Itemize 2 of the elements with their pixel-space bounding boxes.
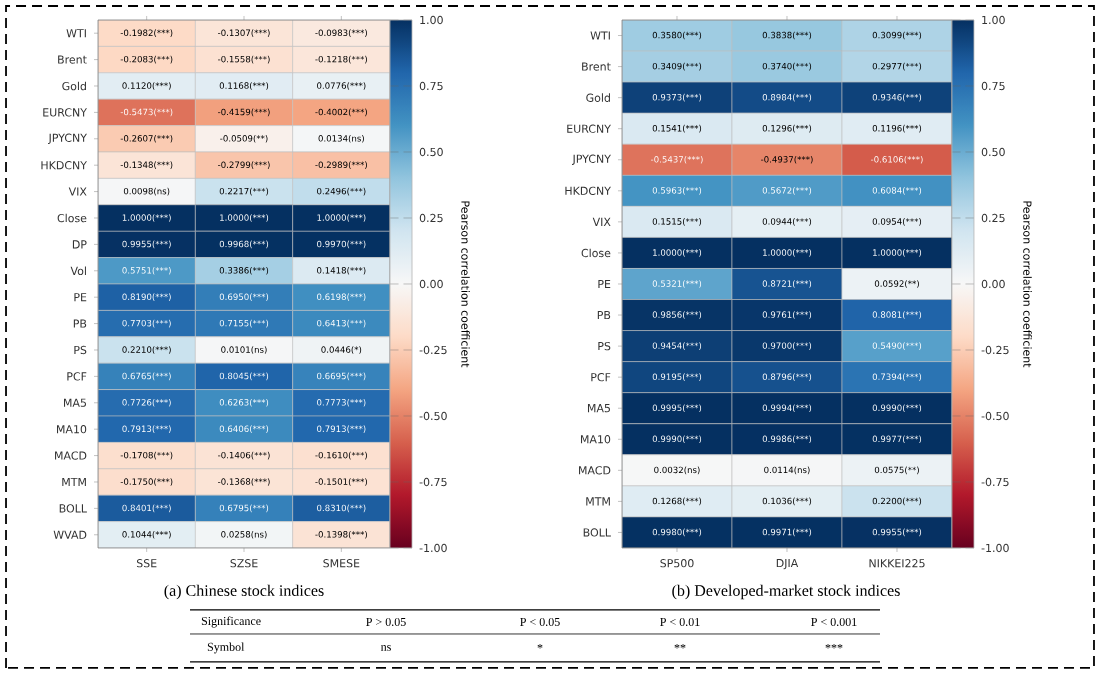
text: (a) Chinese stock indices — [164, 584, 324, 600]
text: (b) Developed-market stock indices — [672, 584, 900, 600]
